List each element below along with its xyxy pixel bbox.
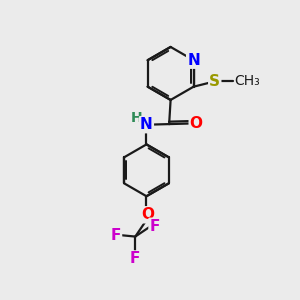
- Text: H: H: [131, 111, 142, 125]
- Text: O: O: [142, 207, 155, 222]
- Text: F: F: [149, 219, 160, 234]
- Text: N: N: [140, 117, 153, 132]
- Text: CH₃: CH₃: [235, 74, 260, 88]
- Text: O: O: [190, 116, 203, 131]
- Text: N: N: [187, 53, 200, 68]
- Text: S: S: [209, 74, 220, 89]
- Text: F: F: [111, 228, 121, 243]
- Text: F: F: [130, 251, 140, 266]
